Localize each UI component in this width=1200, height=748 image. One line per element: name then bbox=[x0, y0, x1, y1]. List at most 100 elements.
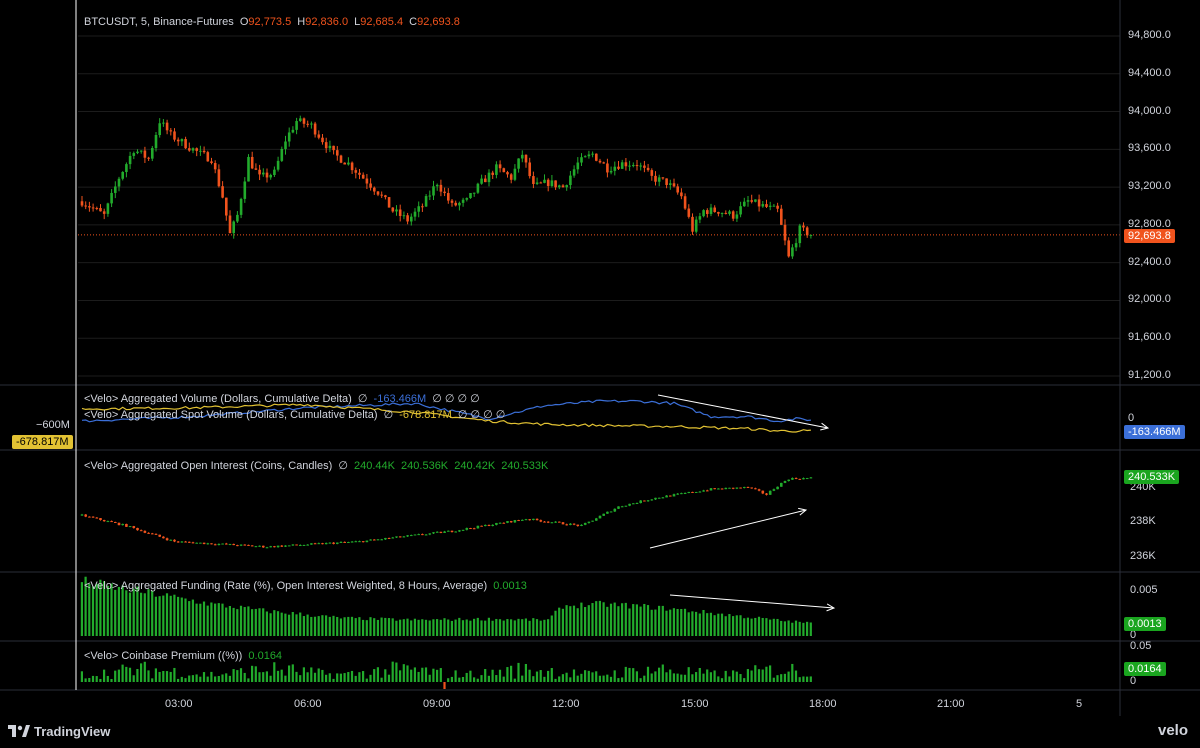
price-candle-body bbox=[461, 199, 465, 203]
funding-bar bbox=[162, 595, 165, 636]
oi-candle-body bbox=[683, 492, 687, 494]
price-candle-body bbox=[517, 158, 520, 169]
funding-bar bbox=[217, 603, 220, 636]
oi-candle-body bbox=[121, 523, 124, 526]
premium-bar bbox=[421, 667, 424, 682]
oi-candle-body bbox=[273, 546, 276, 548]
funding-bar bbox=[410, 620, 413, 636]
time-tick-label: 5 bbox=[1076, 698, 1083, 710]
oi-candle-body bbox=[136, 527, 139, 531]
price-candle-body bbox=[606, 163, 609, 173]
funding-bar bbox=[373, 618, 376, 636]
volume-trend-arrow bbox=[657, 394, 829, 429]
price-candle-body bbox=[332, 145, 335, 151]
volume-legend[interactable]: <Velo> Aggregated Volume (Dollars, Cumul… bbox=[84, 392, 483, 405]
funding-bar bbox=[291, 612, 294, 636]
premium-bar bbox=[454, 670, 457, 682]
oi-candle-body bbox=[280, 545, 284, 547]
premium-bar bbox=[291, 664, 294, 682]
funding-bar bbox=[635, 604, 638, 636]
price-candle-body bbox=[84, 205, 87, 207]
premium-bar bbox=[373, 669, 376, 682]
oi-candle-body bbox=[591, 520, 594, 522]
funding-bar bbox=[221, 603, 224, 636]
premium-bar bbox=[769, 665, 772, 682]
premium-bar bbox=[265, 671, 268, 682]
premium-bar bbox=[154, 668, 157, 682]
oi-trend-arrow-head bbox=[798, 507, 808, 516]
funding-bar bbox=[502, 620, 505, 636]
premium-bar bbox=[147, 670, 150, 682]
price-candle-body bbox=[646, 167, 650, 171]
price-candle-body bbox=[199, 150, 202, 152]
oi-legend[interactable]: <Velo> Aggregated Open Interest (Coins, … bbox=[84, 459, 551, 472]
funding-bar bbox=[210, 602, 213, 636]
premium-bar bbox=[114, 670, 117, 682]
funding-bar bbox=[547, 619, 550, 636]
premium-bar bbox=[269, 675, 272, 682]
price-candle-body bbox=[432, 186, 435, 196]
funding-bar bbox=[310, 616, 313, 636]
oi-candle-body bbox=[176, 541, 180, 543]
funding-bar bbox=[765, 618, 768, 636]
oi-candle-body bbox=[435, 531, 439, 533]
funding-bar bbox=[606, 606, 609, 636]
pane-separators bbox=[0, 0, 1200, 716]
premium-bar bbox=[794, 670, 798, 682]
price-candle-body bbox=[269, 174, 272, 178]
price-candle-body bbox=[532, 176, 535, 184]
funding-bar bbox=[332, 615, 335, 636]
spot-volume-legend-title: <Velo> Aggregated Spot Volume (Dollars, … bbox=[84, 409, 378, 421]
oi-candle-body bbox=[210, 543, 213, 545]
gridlines bbox=[78, 35, 1120, 377]
funding-bar bbox=[720, 613, 724, 636]
funding-legend[interactable]: <Velo> Aggregated Funding (Rate (%), Ope… bbox=[84, 580, 530, 592]
price-candle-body bbox=[254, 168, 258, 170]
price-candle-body bbox=[535, 182, 539, 184]
premium-bar bbox=[698, 667, 701, 682]
price-candle-body bbox=[365, 178, 369, 184]
oi-candle-body bbox=[165, 538, 169, 541]
price-candle-body bbox=[384, 195, 387, 198]
price-candles bbox=[80, 115, 813, 259]
funding-bar bbox=[424, 619, 428, 636]
oi-legend-v3: 240.42K bbox=[454, 460, 496, 472]
spot-volume-legend[interactable]: <Velo> Aggregated Spot Volume (Dollars, … bbox=[84, 408, 508, 421]
price-candle-body bbox=[509, 174, 513, 180]
spot-volume-left-tag: -678.817M bbox=[12, 435, 73, 449]
funding-bar bbox=[624, 602, 627, 636]
velo-brand[interactable]: velo bbox=[1157, 722, 1188, 739]
price-candle-body bbox=[772, 205, 776, 207]
funding-bar bbox=[495, 618, 498, 636]
price-candle-body bbox=[676, 186, 679, 193]
premium-bar bbox=[683, 674, 687, 682]
premium-bar bbox=[325, 674, 328, 682]
funding-bar bbox=[225, 607, 228, 636]
funding-bar bbox=[473, 618, 476, 636]
symbol-legend[interactable]: BTCUSDT, 5, Binance-Futures O92,773.5 H9… bbox=[84, 16, 463, 28]
oi-candle-body bbox=[643, 500, 646, 502]
oi-candle-body bbox=[295, 544, 298, 546]
price-candle-body bbox=[498, 164, 502, 169]
funding-bar bbox=[743, 618, 746, 636]
oi-candle-body bbox=[217, 543, 221, 545]
oi-candle-body bbox=[347, 542, 350, 544]
oi-candle-body bbox=[91, 516, 95, 518]
trend-arrows[interactable] bbox=[649, 394, 836, 612]
funding-bar bbox=[458, 617, 461, 636]
premium-legend[interactable]: <Velo> Coinbase Premium ((%)) 0.0164 bbox=[84, 650, 285, 662]
tradingview-logo[interactable]: TradingView bbox=[8, 724, 110, 739]
low-label: L bbox=[354, 16, 361, 28]
funding-bar bbox=[783, 621, 786, 636]
oi-tag: 240.533K bbox=[1124, 470, 1180, 484]
funding-bar bbox=[702, 609, 705, 636]
spot-volume-legend-sym: ∅ bbox=[383, 409, 394, 421]
price-candle-body bbox=[580, 157, 583, 163]
funding-bar bbox=[106, 585, 109, 636]
premium-bar bbox=[458, 677, 461, 682]
price-candle-body bbox=[654, 175, 657, 182]
time-tick-label: 15:00 bbox=[681, 698, 709, 710]
premium-legend-title: <Velo> Coinbase Premium ((%)) bbox=[84, 650, 243, 662]
price-tick-label: 91,200.0 bbox=[1128, 369, 1171, 381]
